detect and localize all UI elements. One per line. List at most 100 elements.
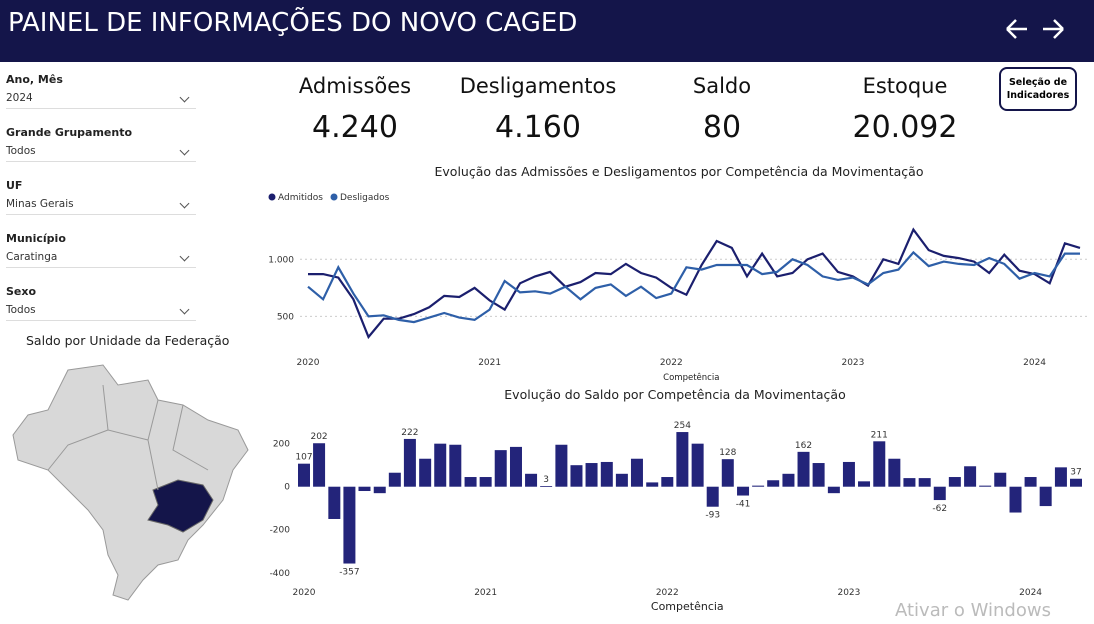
kpi-label: Estoque (862, 74, 948, 98)
filter-label: Ano, Mês (6, 73, 63, 86)
filter-dropdown[interactable]: 2024 (6, 92, 196, 109)
kpi-card: Estoque 20.092 (815, 74, 995, 145)
bar (403, 438, 416, 487)
filter-label: Município (6, 232, 66, 245)
data-label: 3 (543, 475, 549, 485)
x-tick-label: 2023 (841, 358, 864, 368)
data-label: 202 (310, 432, 327, 442)
nav-arrows[interactable] (1003, 10, 1073, 50)
bar (1024, 477, 1037, 487)
x-tick-label: 2020 (297, 358, 320, 368)
data-label: -357 (339, 568, 359, 578)
bar (570, 465, 583, 487)
bar (449, 444, 462, 487)
bar (1054, 467, 1067, 487)
bar (948, 477, 961, 487)
bar (540, 486, 553, 487)
legend-marker (330, 193, 338, 201)
kpi-card: Admissões 4.240 (265, 74, 445, 145)
x-tick-label: 2022 (660, 358, 683, 368)
filter-dropdown[interactable]: Caratinga (6, 251, 196, 268)
bar (827, 486, 840, 494)
bar (1070, 478, 1082, 487)
filter: Grande Grupamento Todos (6, 126, 196, 162)
kpi-card: Saldo 80 (632, 74, 812, 145)
bar (858, 481, 871, 487)
bar (812, 463, 825, 487)
data-label: -93 (705, 511, 720, 521)
y-tick-label: -400 (270, 569, 291, 579)
bar (1009, 486, 1022, 513)
chart-title: Evolução das Admissões e Desligamentos p… (435, 164, 924, 179)
kpi-card: Desligamentos 4.160 (448, 74, 628, 145)
data-label: 128 (719, 448, 736, 458)
bar (358, 486, 371, 492)
bar (479, 477, 492, 487)
data-label: 222 (401, 428, 418, 438)
bar (752, 485, 765, 487)
y-tick-label: 200 (273, 440, 290, 450)
bar (464, 477, 477, 487)
kpi-label: Admissões (298, 74, 412, 98)
filter-dropdown[interactable]: Todos (6, 304, 196, 321)
filter-label: UF (6, 179, 23, 192)
bar (873, 441, 886, 487)
filter: Município Caratinga (6, 232, 196, 268)
bar (661, 477, 674, 487)
filter-dropdown[interactable]: Minas Gerais (6, 198, 196, 215)
legend-label: Admitidos (278, 193, 323, 203)
bar (1039, 486, 1052, 507)
bar (782, 473, 795, 487)
bar (343, 486, 356, 564)
x-axis-title: Competência (663, 372, 719, 383)
x-tick-label: 2022 (656, 588, 679, 598)
y-tick-label: 1.000 (268, 255, 294, 265)
data-label: 254 (674, 421, 691, 431)
bar (646, 482, 659, 487)
x-tick-label: 2024 (1019, 588, 1042, 598)
bar (797, 451, 810, 487)
x-axis-title: Competência (651, 600, 724, 613)
kpi-label: Desligamentos (459, 74, 617, 98)
bar (676, 432, 689, 487)
legend-marker (268, 193, 276, 201)
bar (298, 463, 310, 487)
bar (888, 458, 901, 487)
x-tick-label: 2024 (1023, 358, 1046, 368)
x-tick-label: 2023 (837, 588, 860, 598)
y-tick-label: -200 (270, 526, 291, 536)
x-tick-label: 2021 (478, 358, 501, 368)
data-label: 162 (795, 441, 812, 451)
filter: Sexo Todos (6, 285, 196, 321)
bar (842, 461, 855, 487)
bar (630, 458, 643, 487)
header: PAINEL DE INFORMAÇÕES DO NOVO CAGED (0, 0, 1094, 62)
indicator-button[interactable]: Seleção de Indicadores (999, 67, 1077, 111)
bar (419, 458, 432, 487)
kpi-value: 4.160 (495, 110, 581, 145)
kpi-value: 4.240 (312, 110, 398, 145)
filter-dropdown[interactable]: Todos (6, 145, 196, 162)
bar (691, 443, 704, 487)
y-tick-label: 500 (277, 312, 294, 322)
bar (918, 478, 931, 487)
data-line (308, 227, 1081, 340)
data-label: -62 (932, 504, 947, 514)
bar (706, 486, 719, 507)
kpi-value: 20.092 (852, 110, 958, 145)
bar (767, 480, 780, 487)
legend-label: Desligados (340, 193, 390, 203)
bar (585, 463, 598, 487)
bar (434, 443, 447, 487)
page-title: PAINEL DE INFORMAÇÕES DO NOVO CAGED (8, 8, 578, 38)
bar (737, 486, 750, 496)
bar (313, 443, 326, 487)
bar (615, 473, 628, 487)
kpi-value: 80 (702, 110, 742, 145)
filter: Ano, Mês 2024 (6, 73, 196, 109)
bar (509, 446, 522, 487)
y-tick-label: 0 (284, 483, 290, 493)
data-label: 211 (871, 430, 888, 440)
bar (373, 486, 386, 494)
filter-label: Grande Grupamento (6, 126, 133, 139)
